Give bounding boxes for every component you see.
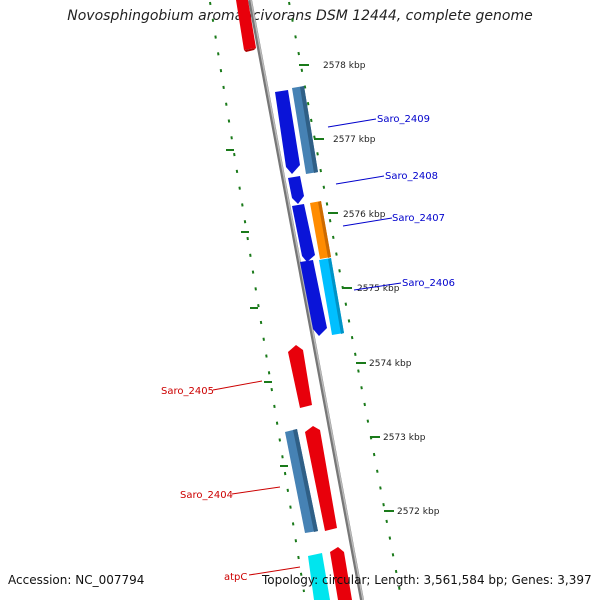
label-saro-2407[interactable]: Saro_2407 (392, 213, 445, 224)
label-leaders-red (212, 380, 301, 576)
label-saro-2406[interactable]: Saro_2406 (402, 278, 455, 289)
inner-dotted-ring (209, 1, 305, 593)
gene-feature-bottom-cyan[interactable] (308, 553, 330, 600)
label-leaders-blue (327, 118, 402, 291)
accession-text: Accession: NC_007794 (8, 573, 145, 587)
gene-feature-saro-2409-edge (300, 86, 318, 173)
tick-label-2572: 2572 kbp (397, 507, 440, 517)
gene-feature-saro-2404-edge (293, 429, 318, 532)
tick-label-2575: 2575 kbp (357, 284, 400, 294)
label-atpc[interactable]: atpC (224, 572, 247, 583)
gene-feature-saro-2407-edge (318, 201, 331, 258)
tick-label-2574: 2574 kbp (369, 359, 412, 369)
gene-feature-saro-2406[interactable] (319, 258, 344, 335)
gene-feature-blue-3[interactable] (292, 204, 315, 262)
gene-feature-saro-2406-edge (328, 258, 344, 334)
label-saro-2409[interactable]: Saro_2409 (377, 114, 430, 125)
gene-feature-top-red[interactable] (236, 0, 256, 50)
tick-label-2573: 2573 kbp (383, 433, 426, 443)
gene-feature-top-red-shadow (244, 48, 256, 52)
tick-marks (226, 64, 394, 512)
tick-label-2577: 2577 kbp (333, 135, 376, 145)
label-saro-2405[interactable]: Saro_2405 (161, 386, 214, 397)
backbone-line (248, 0, 364, 600)
gene-feature-blue-1[interactable] (275, 90, 300, 174)
label-saro-2408[interactable]: Saro_2408 (385, 171, 438, 182)
genome-stats-text: Topology: circular; Length: 3,561,584 bp… (262, 573, 592, 587)
gene-feature-saro-2405[interactable] (288, 345, 312, 408)
backbone-highlight (250, 0, 364, 600)
gene-feature-red-forward[interactable] (305, 426, 337, 531)
label-saro-2404[interactable]: Saro_2404 (180, 490, 233, 501)
gene-feature-blue-4[interactable] (300, 260, 327, 336)
gene-feature-blue-2[interactable] (288, 176, 304, 204)
gene-feature-bottom-red[interactable] (330, 547, 352, 600)
map-title: Novosphingobium aromaticivorans DSM 1244… (67, 8, 533, 24)
tick-label-2578: 2578 kbp (323, 61, 366, 71)
tick-label-2576: 2576 kbp (343, 210, 386, 220)
